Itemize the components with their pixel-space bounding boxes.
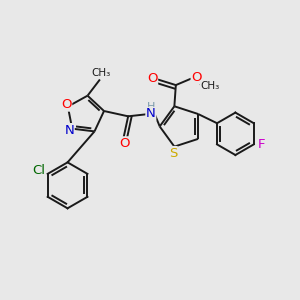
Text: O: O [119, 137, 130, 150]
Text: O: O [147, 72, 158, 85]
Text: Cl: Cl [32, 164, 45, 177]
Text: N: N [146, 107, 156, 121]
Text: O: O [61, 98, 72, 111]
Text: F: F [257, 139, 265, 152]
Text: N: N [64, 124, 74, 136]
Text: CH₃: CH₃ [200, 81, 219, 91]
Text: H: H [147, 103, 155, 112]
Text: S: S [169, 147, 177, 160]
Text: CH₃: CH₃ [91, 68, 110, 78]
Text: O: O [191, 70, 202, 84]
